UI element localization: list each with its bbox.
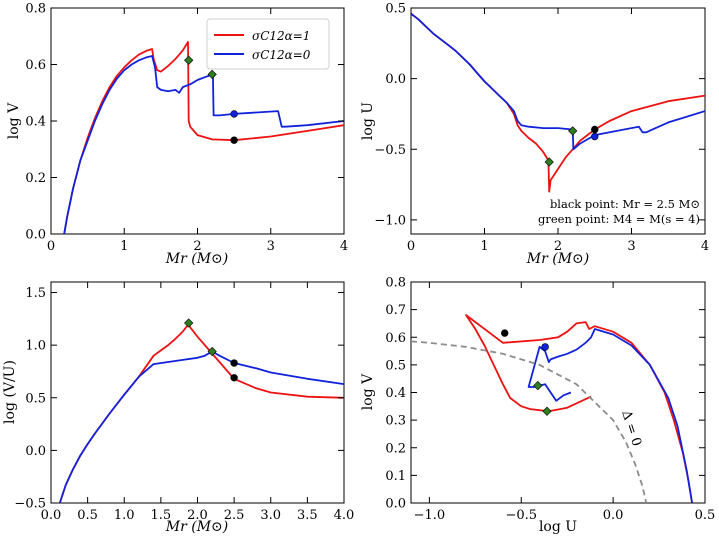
panel-3-frame bbox=[50, 281, 345, 504]
panel-2-ytick-label: −1.0 bbox=[374, 213, 406, 228]
panel-3-ytick-label: −0.5 bbox=[14, 497, 46, 512]
panel-3-xtick-label: 0.5 bbox=[77, 508, 98, 523]
panel-1-marker-blue-circle bbox=[230, 110, 238, 118]
delta-zero-label: Δ = 0 bbox=[618, 409, 644, 449]
panel-2-series-red-line bbox=[411, 12, 705, 193]
panel-4-marker-black-circle bbox=[501, 329, 509, 337]
panel-1-ytick-label: 0.2 bbox=[25, 171, 46, 186]
panel-2-series-blue-line bbox=[411, 12, 705, 151]
panel-4-xtick-label: −1.0 bbox=[414, 508, 446, 523]
panel-4-series-red-line bbox=[465, 314, 693, 503]
panel-2-xtick-label: 2 bbox=[554, 239, 562, 254]
legend: σC12α=1 σC12α=0 bbox=[206, 18, 330, 70]
panel-4-ylabel: log V bbox=[360, 373, 376, 410]
panel-2-ytick-label: 0.0 bbox=[385, 72, 406, 87]
panel-3-ytick-label: 0.0 bbox=[25, 444, 46, 459]
panel-4-xtick-label: 0.0 bbox=[603, 508, 624, 523]
panel-4-xtick-label: −0.5 bbox=[505, 508, 537, 523]
panel-4-ytick-label: 0.8 bbox=[385, 276, 406, 291]
panel-4-ytick-label: 0.6 bbox=[385, 331, 406, 346]
panel-2-marker-blue-circle bbox=[591, 132, 599, 141]
panel-2-marker-green-diamond bbox=[568, 126, 578, 136]
panel-3-xtick-label: 2.0 bbox=[187, 508, 208, 523]
panel-4-frame bbox=[410, 281, 706, 504]
panel-2-xtick-label: 4 bbox=[701, 239, 709, 254]
panel-2-xtick-label: 3 bbox=[627, 239, 635, 254]
panel-4-ytick-label: 0.3 bbox=[385, 414, 406, 429]
panel-3-ytick-label: 1.5 bbox=[25, 286, 46, 301]
panel-2-xtick-label: 0 bbox=[407, 239, 415, 254]
panel-3-series-red-line bbox=[58, 323, 344, 503]
panel-4-ytick-label: 0.2 bbox=[385, 441, 406, 456]
panel-3-xtick-label: 3.5 bbox=[297, 508, 318, 523]
green-point-note: green point: M4 = M(s = 4) bbox=[538, 212, 700, 226]
panel-1-xlabel: Mr (M⊙) bbox=[165, 251, 228, 267]
panel-4-marker-green-diamond bbox=[533, 380, 543, 391]
panel-1-series-blue-line bbox=[63, 55, 344, 234]
panel-3-marker-black-circle bbox=[230, 359, 238, 367]
panel-2-xlabel: Mr (M⊙) bbox=[526, 251, 589, 267]
panel-3-xlabel: Mr (M⊙) bbox=[165, 519, 228, 535]
panel-4-ytick-label: 0.0 bbox=[385, 497, 406, 512]
panel-3: 0.0 0.5 1.0 1.5 2.0 2.5 3.0 3.5 4.0−0.50.00.51.0… bbox=[2, 281, 355, 535]
panel-2: 0 1 2 3 4 −1.0 −0.5 0.0 0.5 Mr (M⊙) log U black … bbox=[360, 2, 709, 268]
panel-2-marker-black-circle bbox=[591, 125, 599, 134]
panel-4-series-gray-line bbox=[411, 340, 648, 503]
black-point-note: black point: Mr = 2.5 M⊙ bbox=[550, 197, 700, 211]
panel-1-ytick-label: 0.4 bbox=[25, 115, 46, 130]
panel-3-xtick-label: 4.0 bbox=[334, 508, 355, 523]
panel-2-marker-green-diamond bbox=[544, 157, 554, 167]
panel-4-series-blue-line bbox=[527, 328, 693, 503]
panel-4-marker-blue-circle bbox=[541, 343, 549, 351]
panel-1-marker-green-diamond bbox=[184, 55, 194, 65]
panel-1-marker-green-diamond bbox=[207, 69, 217, 80]
panel-1-xtick-label: 0 bbox=[47, 239, 55, 254]
panel-3-marker-green-diamond bbox=[207, 346, 217, 357]
panel-1-ytick-label: 0.6 bbox=[25, 58, 46, 73]
panel-1: 0 1 2 3 4 0.0 0.2 0.4 0.6 0.8 Mr (M⊙) log V σC12α… bbox=[6, 2, 348, 268]
panel-4-marker-green-diamond bbox=[542, 406, 552, 416]
panel-3-ylabel: log (V/U) bbox=[2, 360, 18, 424]
panel-3-marker-green-diamond bbox=[184, 318, 194, 328]
panel-4: −1.0 −0.5 0.0 0.5 0.0 0.1 0.2 0.3 0.4 0.5 0.6 0.7 0.… bbox=[360, 276, 715, 536]
panel-3-xtick-label: 0.0 bbox=[41, 508, 62, 523]
panel-3-xtick-label: 2.5 bbox=[224, 508, 245, 523]
panel-4-xlabel: log U bbox=[539, 519, 577, 535]
panel-1-ytick-label: 0.0 bbox=[25, 228, 46, 243]
panel-4-ytick-label: 0.7 bbox=[385, 303, 406, 318]
panel-2-ylabel: log U bbox=[360, 102, 376, 140]
panel-4-ytick-label: 0.4 bbox=[385, 386, 406, 401]
legend-blue-label: σC12α=0 bbox=[252, 48, 311, 62]
panel-4-ytick-label: 0.1 bbox=[385, 469, 406, 484]
panel-3-series-blue-line bbox=[58, 350, 344, 503]
panel-1-xtick-label: 2 bbox=[193, 239, 201, 254]
panel-3-marker-black-circle bbox=[230, 374, 238, 382]
legend-red-label: σC12α=1 bbox=[252, 29, 310, 43]
panel-1-xtick-label: 1 bbox=[120, 239, 128, 254]
panel-3-xtick-label: 1.5 bbox=[151, 508, 172, 523]
panel-2-xtick-label: 1 bbox=[480, 239, 488, 254]
panel-3-ytick-label: 0.5 bbox=[25, 391, 46, 406]
panel-4-ytick-label: 0.5 bbox=[385, 358, 406, 373]
panel-2-ytick-label: 0.5 bbox=[385, 2, 406, 17]
panel-1-marker-black-circle bbox=[230, 136, 238, 144]
panel-1-xtick-label: 4 bbox=[340, 239, 348, 254]
panel-1-ylabel: log V bbox=[6, 102, 22, 139]
panel-1-ytick-label: 0.8 bbox=[25, 2, 46, 17]
panel-4-xtick-label: 0.5 bbox=[695, 508, 716, 523]
legend-box bbox=[206, 18, 330, 70]
panel-3-ytick-label: 1.0 bbox=[25, 339, 46, 354]
panel-1-series-red-line bbox=[63, 41, 344, 234]
panel-3-xtick-label: 1.0 bbox=[114, 508, 135, 523]
panel-2-ytick-label: −0.5 bbox=[374, 143, 406, 158]
panel-3-xtick-label: 3.0 bbox=[260, 508, 281, 523]
panel-1-xtick-label: 3 bbox=[267, 239, 275, 254]
